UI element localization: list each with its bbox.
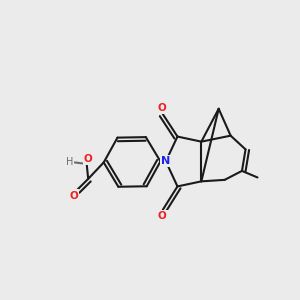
Text: O: O (158, 211, 167, 221)
Text: O: O (158, 103, 167, 113)
Text: O: O (70, 190, 78, 201)
Text: H: H (66, 157, 73, 166)
Text: O: O (84, 154, 93, 164)
Text: N: N (161, 156, 170, 166)
